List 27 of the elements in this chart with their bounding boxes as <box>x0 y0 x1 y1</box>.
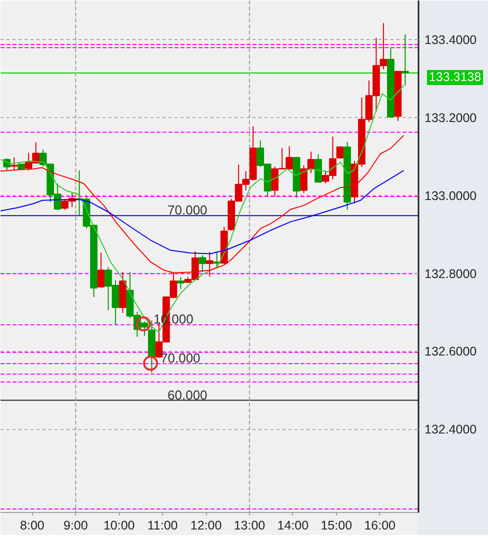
x-tick-label: 15:00 <box>320 518 352 532</box>
candlestick <box>314 154 322 183</box>
y-tick-label: 132.6000 <box>424 344 477 359</box>
annotation: 60.000 <box>168 387 208 402</box>
candlestick <box>176 276 184 290</box>
candlestick <box>206 251 214 277</box>
y-tick-label: 133.4000 <box>424 32 477 47</box>
x-tick-label: 16:00 <box>364 518 396 532</box>
candlestick <box>198 254 206 273</box>
x-tick-label: 8:00 <box>20 518 44 532</box>
candlestick <box>401 34 409 86</box>
candlestick <box>97 252 105 288</box>
y-tick-label: 132.4000 <box>424 422 477 437</box>
x-tick-label: 11:00 <box>147 518 178 532</box>
y-tick-label: 133.2000 <box>424 110 477 125</box>
x-tick-label: 10:00 <box>103 518 135 532</box>
x-tick-label: 9:00 <box>64 518 88 532</box>
annotation: 70.000 <box>160 350 200 366</box>
line-series <box>0 84 404 333</box>
annotation: 70.000 <box>168 202 208 218</box>
ref-line-label: 133.3138 <box>428 70 482 86</box>
x-tick-label: 12:00 <box>190 518 222 532</box>
x-tick-label: 13:00 <box>234 518 266 532</box>
y-tick-label: 133.0000 <box>424 188 477 203</box>
x-tick-label: 14:00 <box>277 518 309 532</box>
line-series <box>0 170 404 254</box>
y-tick-label: 132.8000 <box>424 266 477 281</box>
